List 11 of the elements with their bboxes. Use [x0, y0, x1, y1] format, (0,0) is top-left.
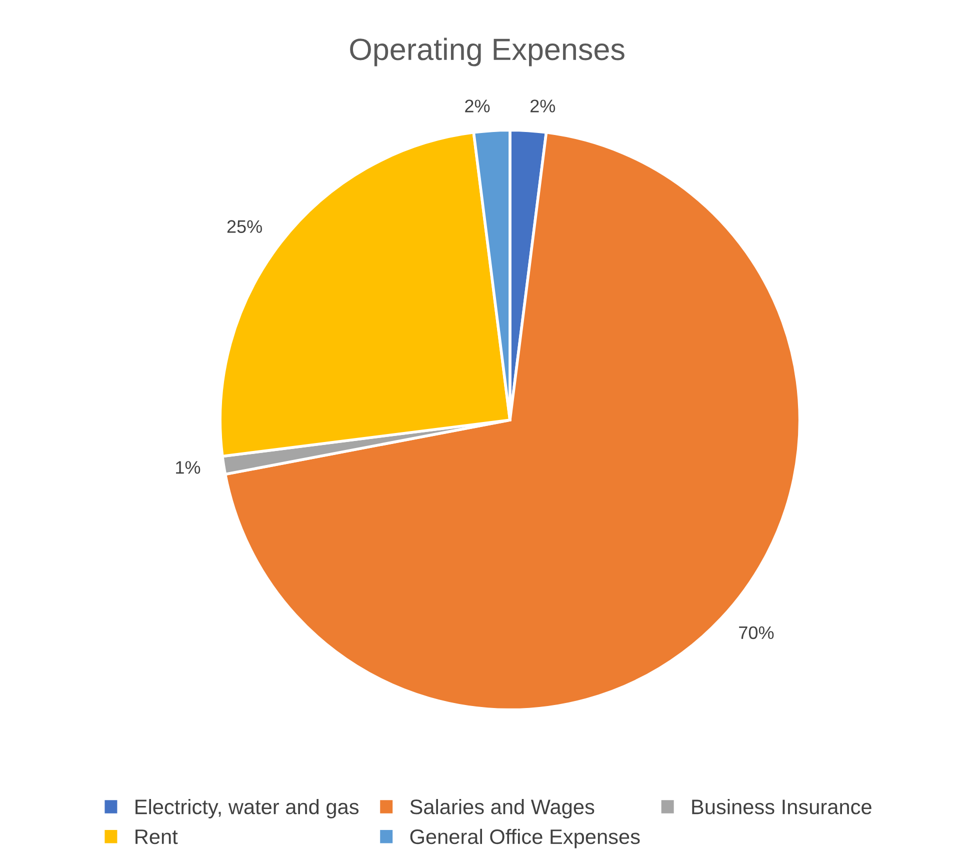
data-label: 1%: [176, 461, 200, 474]
data-label: 25%: [227, 220, 262, 233]
data-label: 70%: [739, 626, 774, 640]
legend-label: Salaries and Wages: [410, 798, 594, 818]
legend-label: General Office Expenses: [410, 828, 640, 848]
legend-label: Electricty, water and gas: [136, 798, 359, 818]
data-label: 2%: [465, 100, 490, 112]
legend-label: Rent: [136, 830, 178, 844]
legend-label: Business Insurance: [692, 798, 872, 814]
data-label: 2%: [530, 100, 556, 112]
chart-title: Operating Expenses: [350, 38, 624, 66]
